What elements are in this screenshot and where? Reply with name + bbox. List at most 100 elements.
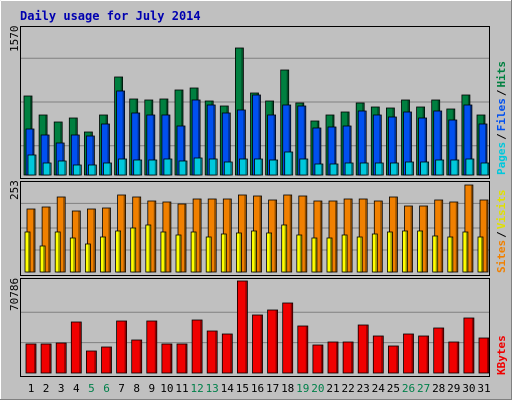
bar-visits-day-3 (54, 231, 61, 273)
bar-kbytes-day-26 (403, 333, 414, 374)
legend-visits: Visits (495, 190, 508, 230)
x-tick-label-11: 11 (175, 382, 188, 395)
bar-kbytes-day-12 (191, 319, 203, 374)
bar-kbytes-day-31 (478, 337, 490, 374)
bars-hits-files-pages (21, 47, 490, 176)
legend-separator-3: / (495, 231, 508, 238)
bar-pages-day-26 (405, 161, 414, 176)
bar-visits-day-30 (462, 231, 469, 273)
legend-sites-visits: Sites /Visits (495, 190, 508, 274)
bar-pages-day-17 (269, 159, 279, 176)
bar-visits-day-19 (296, 234, 303, 273)
bar-visits-day-8 (130, 227, 137, 273)
x-tick-label-2: 2 (43, 382, 50, 395)
bar-pages-day-22 (344, 162, 354, 176)
bar-visits-day-12 (190, 231, 197, 273)
bar-pages-day-8 (133, 159, 143, 176)
bar-visits-day-18 (281, 224, 288, 273)
bar-pages-day-10 (163, 158, 173, 176)
bar-visits-day-9 (145, 224, 152, 273)
bar-pages-day-29 (450, 159, 460, 176)
bar-visits-day-20 (311, 237, 318, 273)
bar-pages-day-25 (389, 162, 399, 176)
bar-kbytes-day-15 (236, 280, 248, 374)
x-axis-day-labels: 1 2 3 4 5 6 7 8 9 10 11 12 13 14 15 16 17 18 19 20 21 22 23 24 2… (28, 382, 491, 395)
x-tick-label-26: 26 (402, 382, 415, 395)
legend-kbytes: KBytes (495, 335, 508, 375)
bar-kbytes-day-19 (297, 325, 309, 374)
bar-pages-day-18 (284, 151, 294, 176)
bar-kbytes-day-1 (25, 343, 37, 374)
bar-visits-day-7 (115, 230, 121, 273)
x-tick-label-14: 14 (221, 382, 235, 395)
legend-hits-files-pages: Pages/Files/Hits (495, 61, 508, 175)
bar-visits-day-6 (100, 236, 106, 273)
bar-kbytes-day-4 (70, 321, 82, 374)
x-tick-label-13: 13 (206, 382, 219, 395)
bar-visits-day-4 (69, 237, 76, 273)
bar-pages-day-4 (72, 164, 82, 176)
bar-kbytes-day-9 (146, 320, 158, 374)
bar-pages-day-7 (118, 158, 127, 176)
x-tick-label-23: 23 (357, 382, 370, 395)
bar-visits-day-28 (432, 235, 439, 273)
x-tick-label-30: 30 (462, 382, 475, 395)
y-max-label-kbytes: 70786 (8, 278, 21, 311)
bar-kbytes-day-11 (176, 343, 188, 374)
bar-kbytes-day-30 (463, 317, 475, 374)
x-tick-label-3: 3 (58, 382, 65, 395)
bar-pages-day-24 (374, 162, 384, 176)
bar-kbytes-day-27 (418, 335, 430, 374)
x-tick-label-6: 6 (103, 382, 110, 395)
legend-hits: Hits (495, 61, 508, 88)
x-tick-label-29: 29 (447, 382, 460, 395)
bar-visits-day-27 (417, 230, 424, 273)
bar-pages-day-20 (314, 163, 324, 176)
bar-pages-day-9 (148, 159, 158, 176)
bar-pages-day-11 (178, 160, 188, 176)
bar-pages-day-14 (223, 161, 233, 176)
bar-visits-day-2 (39, 245, 46, 273)
bar-kbytes-day-21 (327, 341, 339, 374)
bar-visits-day-1 (24, 231, 31, 273)
x-tick-label-5: 5 (88, 382, 95, 395)
x-tick-label-31: 31 (477, 382, 490, 395)
x-tick-label-28: 28 (432, 382, 445, 395)
bar-kbytes-day-10 (161, 343, 173, 374)
bar-visits-day-5 (85, 243, 91, 273)
bar-pages-day-19 (299, 158, 309, 176)
bar-visits-day-25 (386, 231, 393, 273)
legend-files: Files (495, 98, 508, 131)
bar-kbytes-day-13 (206, 330, 218, 374)
bar-sites-day-2 (41, 206, 51, 273)
x-tick-label-4: 4 (73, 382, 80, 395)
bar-sites-day-23 (358, 198, 368, 273)
x-tick-label-22: 22 (341, 382, 354, 395)
bar-visits-day-31 (477, 236, 484, 273)
bar-pages-day-6 (103, 162, 112, 176)
bar-kbytes-day-29 (448, 341, 460, 374)
bar-kbytes-day-5 (86, 350, 97, 374)
bar-kbytes-day-18 (282, 302, 294, 374)
x-tick-label-20: 20 (311, 382, 324, 395)
bars-kbytes (21, 280, 490, 374)
bar-pages-day-27 (420, 161, 430, 176)
x-tick-label-8: 8 (133, 382, 140, 395)
bar-kbytes-day-14 (221, 333, 233, 374)
bar-pages-day-3 (57, 160, 67, 176)
kbytes-panel: 70786 KBytes (8, 278, 508, 377)
bar-kbytes-day-28 (433, 327, 445, 374)
bar-visits-day-15 (235, 232, 242, 273)
x-tick-label-27: 27 (417, 382, 430, 395)
bar-pages-day-16 (254, 158, 263, 176)
y-max-label-hits: 1570 (8, 26, 21, 53)
bar-visits-day-24 (371, 233, 378, 273)
sites-visits-panel: 253 Sites /Visits (8, 180, 508, 276)
bar-kbytes-day-20 (312, 344, 324, 374)
bar-sites-day-20 (313, 200, 323, 273)
x-tick-label-16: 16 (251, 382, 264, 395)
x-tick-label-21: 21 (326, 382, 339, 395)
bars-sites-visits (21, 184, 489, 273)
bar-pages-day-21 (329, 163, 339, 176)
